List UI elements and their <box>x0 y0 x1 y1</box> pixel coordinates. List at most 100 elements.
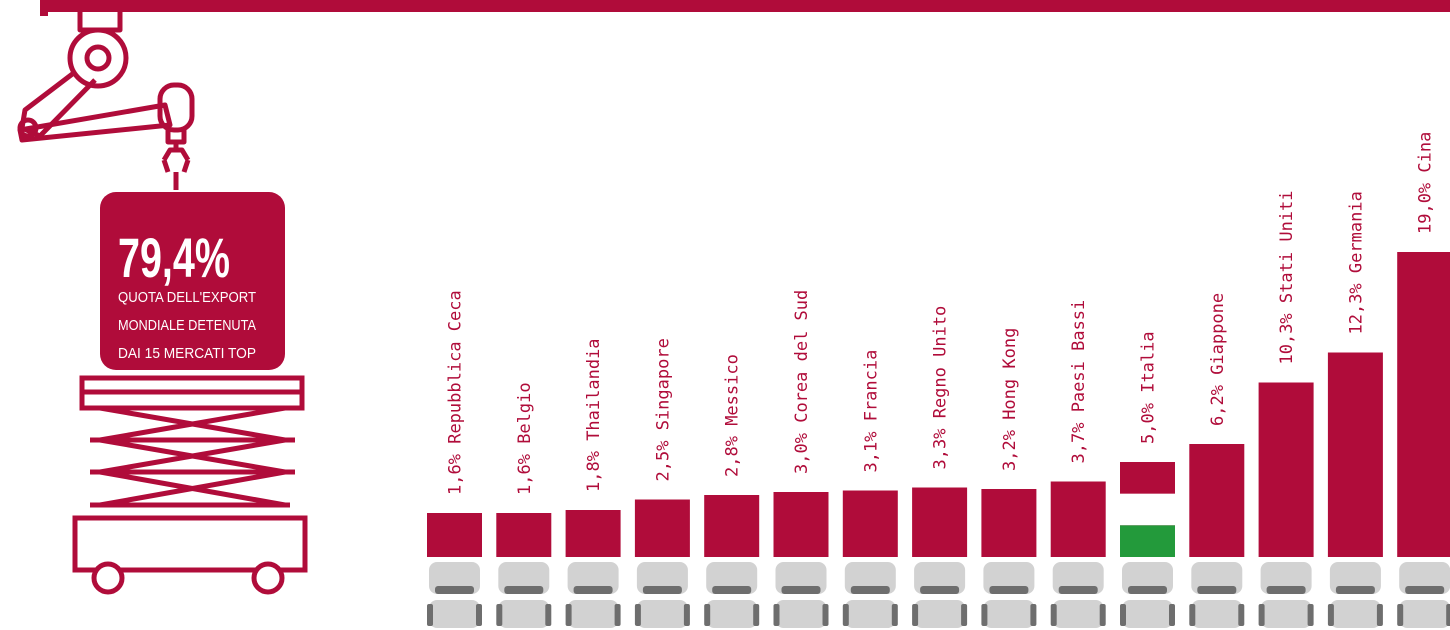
bar <box>1327 352 1383 557</box>
truck-wheel <box>1189 604 1196 626</box>
truck-bumper <box>775 600 827 628</box>
truck-bumper <box>1260 600 1312 628</box>
bar-label: 1,6% Belgio <box>515 382 535 495</box>
truck-window <box>850 586 890 594</box>
truck-bumper <box>1122 600 1173 628</box>
bar <box>912 487 968 557</box>
truck-wheel <box>614 604 621 626</box>
bar-label: 3,7% Paesi Bassi <box>1069 300 1089 464</box>
value-label: 3,3% <box>931 429 951 470</box>
truck-bumper <box>567 600 619 628</box>
truck-wheel <box>961 604 968 626</box>
truck-bumper <box>1399 600 1450 628</box>
truck-wheel <box>476 604 482 626</box>
bar <box>1189 444 1245 557</box>
truck-wheel <box>1238 604 1245 626</box>
truck-wheel <box>842 604 849 626</box>
truck-wheel <box>981 604 988 626</box>
value-label: 3,2% <box>1000 430 1020 471</box>
bar <box>1050 481 1106 557</box>
headline-line: QUOTA DELL'EXPORT <box>118 289 256 306</box>
truck-wheel <box>773 604 780 626</box>
truck-wheel <box>1169 604 1175 626</box>
truck-bumper <box>983 600 1035 628</box>
truck-wheel <box>1030 604 1037 626</box>
category-label: Corea del Sud <box>792 290 812 423</box>
value-label: 19,0% <box>1416 183 1436 234</box>
truck-wheel <box>1327 604 1334 626</box>
bar-label: 2,5% Singapore <box>653 338 673 481</box>
bar-stripe <box>1120 525 1175 557</box>
value-label: 2,8% <box>723 436 743 477</box>
truck-wheel <box>1397 604 1404 626</box>
truck-wheel <box>1258 604 1265 626</box>
category-label: Italia <box>1139 331 1159 392</box>
bar <box>634 499 690 557</box>
bar-label: 5,0% Italia <box>1139 331 1159 444</box>
category-label: Giappone <box>1208 293 1228 375</box>
truck-wheel <box>1376 604 1383 626</box>
bar-label: 3,0% Corea del Sud <box>792 290 812 474</box>
truck-bumper <box>429 600 480 628</box>
truck-wheel <box>545 604 552 626</box>
headline-box <box>100 192 285 370</box>
bar-label: 3,2% Hong Kong <box>1000 328 1020 471</box>
bar <box>427 513 482 557</box>
value-label: 1,6% <box>515 454 535 495</box>
truck-wheel <box>1307 604 1314 626</box>
top-band-corner <box>40 0 48 16</box>
truck-bumper <box>844 600 896 628</box>
truck-cab <box>1399 562 1450 594</box>
bar <box>1397 252 1450 557</box>
truck-window <box>1335 586 1375 594</box>
truck-wheel <box>912 604 919 626</box>
value-label: 3,7% <box>1069 423 1089 464</box>
value-label: 12,3% <box>1346 283 1366 334</box>
category-label: Repubblica Ceca <box>446 290 466 444</box>
truck-bumper <box>498 600 550 628</box>
bar-label: 1,8% Thailandia <box>584 338 604 492</box>
category-label: Francia <box>861 350 881 422</box>
truck-bumper <box>706 600 758 628</box>
value-label: 1,6% <box>446 454 466 495</box>
truck-wheel <box>1050 604 1057 626</box>
value-label: 5,0% <box>1139 403 1159 444</box>
headline-line: DAI 15 MERCATI TOP <box>118 345 256 362</box>
bar <box>842 490 898 557</box>
truck-wheel <box>1446 604 1450 626</box>
truck-wheel <box>822 604 829 626</box>
bar <box>565 510 621 557</box>
truck-window <box>920 586 960 594</box>
value-label: 1,8% <box>584 451 604 492</box>
bar <box>1258 382 1314 557</box>
truck-window <box>573 586 613 594</box>
truck-window <box>504 586 544 594</box>
value-label: 3,0% <box>792 433 812 474</box>
category-label: Thailandia <box>584 338 604 440</box>
truck-bumper <box>636 600 688 628</box>
bar-label: 3,3% Regno Unito <box>931 306 951 470</box>
truck-bumper <box>1329 600 1381 628</box>
truck-wheel <box>496 604 503 626</box>
truck-window <box>989 586 1029 594</box>
scissor-lift <box>72 375 308 595</box>
bar <box>773 492 829 557</box>
category-label: Regno Unito <box>931 306 951 419</box>
robot-arm <box>17 12 195 190</box>
category-label: Singapore <box>653 338 673 430</box>
bar-label: 19,0% Cina <box>1416 132 1436 234</box>
bar-label: 3,1% Francia <box>861 350 881 473</box>
bar-label: 6,2% Giappone <box>1208 293 1228 426</box>
truck-window <box>1405 586 1445 594</box>
value-label: 6,2% <box>1208 385 1228 426</box>
category-label: Germania <box>1346 191 1366 273</box>
truck-wheel <box>427 604 433 626</box>
bar-stripe <box>1120 493 1175 526</box>
headline-value: 79,4% <box>118 226 230 289</box>
value-label: 2,5% <box>653 441 673 482</box>
truck-wheel <box>634 604 641 626</box>
category-label: Paesi Bassi <box>1069 300 1089 413</box>
category-label: Belgio <box>515 382 535 443</box>
truck-window <box>1128 586 1167 594</box>
